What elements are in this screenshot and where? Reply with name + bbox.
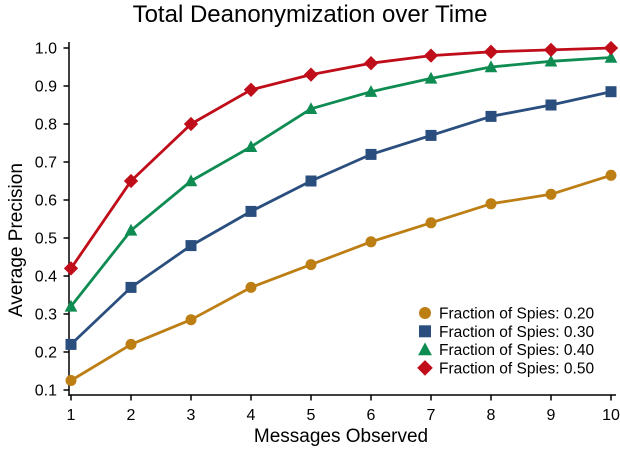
data-point-2-3 xyxy=(244,140,258,153)
legend-marker-1 xyxy=(419,325,431,338)
legend-label-1: Fraction of Spies: 0.30 xyxy=(439,324,594,341)
data-point-2-8 xyxy=(544,54,558,67)
data-point-2-7 xyxy=(484,60,498,73)
x-tick-label: 4 xyxy=(247,407,256,424)
chart-title: Total Deanonymization over Time xyxy=(132,1,488,28)
data-point-1-1 xyxy=(125,281,137,293)
data-point-2-0 xyxy=(64,299,78,312)
data-point-1-7 xyxy=(485,110,497,122)
x-tick-label: 10 xyxy=(602,407,620,424)
legend-label-3: Fraction of Spies: 0.50 xyxy=(439,360,594,377)
data-point-1-0 xyxy=(65,338,77,350)
data-point-3-8 xyxy=(543,42,559,58)
data-point-3-5 xyxy=(363,56,379,71)
legend-marker-0 xyxy=(419,307,431,319)
series-line-1 xyxy=(69,90,613,346)
data-point-2-6 xyxy=(424,71,438,84)
data-point-0-3 xyxy=(245,281,257,293)
y-tick-label: 0.3 xyxy=(35,307,57,324)
data-point-0-9 xyxy=(605,169,617,181)
legend-marker-2 xyxy=(418,342,432,356)
x-tick-label: 7 xyxy=(427,407,436,424)
data-point-3-2 xyxy=(183,116,199,132)
data-point-2-1 xyxy=(124,223,138,236)
data-point-0-1 xyxy=(125,338,137,350)
x-axis-title: Messages Observed xyxy=(253,426,429,447)
data-point-1-4 xyxy=(305,175,317,187)
data-point-0-0 xyxy=(65,375,77,386)
data-point-2-5 xyxy=(364,85,378,97)
data-point-3-0 xyxy=(63,261,79,276)
data-point-2-2 xyxy=(184,174,198,187)
x-tick-label: 5 xyxy=(307,407,316,424)
y-tick-label: 0.8 xyxy=(35,117,57,134)
series-line-0 xyxy=(69,173,613,382)
data-point-3-3 xyxy=(243,82,259,97)
data-point-0-4 xyxy=(305,259,317,271)
y-tick-label: 0.6 xyxy=(35,193,57,210)
data-point-1-6 xyxy=(425,129,437,141)
data-point-0-7 xyxy=(485,198,497,210)
legend-label-0: Fraction of Spies: 0.20 xyxy=(439,306,594,323)
y-tick-label: 0.5 xyxy=(35,231,57,248)
y-tick-label: 0.1 xyxy=(35,383,57,400)
data-point-0-8 xyxy=(545,188,557,200)
x-tick-label: 6 xyxy=(367,407,376,424)
data-point-1-5 xyxy=(365,148,377,160)
series-line-2 xyxy=(69,56,613,308)
data-point-1-9 xyxy=(605,86,617,98)
data-point-3-6 xyxy=(423,48,439,63)
x-tick-label: 9 xyxy=(547,407,556,424)
legend-label-2: Fraction of Spies: 0.40 xyxy=(439,342,594,359)
data-point-0-2 xyxy=(185,314,197,326)
data-point-1-3 xyxy=(245,205,257,217)
data-point-3-4 xyxy=(303,67,319,82)
data-point-1-2 xyxy=(185,240,197,252)
x-tick-label: 2 xyxy=(127,407,136,424)
data-point-3-1 xyxy=(123,173,139,189)
data-point-2-4 xyxy=(304,102,318,115)
data-point-1-8 xyxy=(545,99,557,111)
x-tick-label: 1 xyxy=(67,407,76,424)
y-tick-label: 0.4 xyxy=(35,269,57,286)
series-line-3 xyxy=(69,46,613,270)
x-tick-label: 8 xyxy=(487,407,496,424)
y-tick-label: 0.7 xyxy=(35,155,57,172)
y-tick-label: 0.2 xyxy=(35,345,57,362)
data-point-3-7 xyxy=(483,44,499,59)
y-tick-label: 1.0 xyxy=(35,41,57,58)
x-tick-label: 3 xyxy=(187,407,196,424)
data-point-2-9 xyxy=(604,50,618,63)
data-point-0-5 xyxy=(365,236,377,248)
data-point-3-9 xyxy=(603,40,619,56)
y-tick-label: 0.9 xyxy=(35,79,57,96)
y-axis-title: Average Precision xyxy=(6,163,27,317)
legend-marker-3 xyxy=(417,360,433,376)
data-point-0-6 xyxy=(425,217,437,229)
